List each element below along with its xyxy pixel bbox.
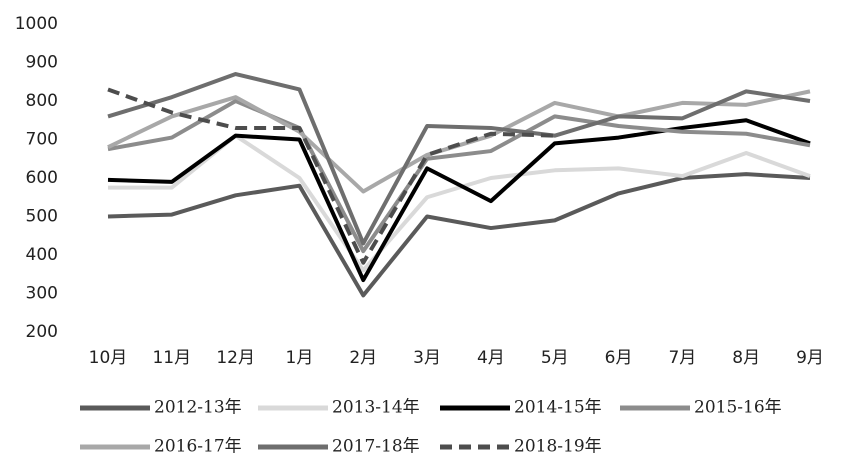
x-tick-label: 12月: [216, 348, 255, 368]
y-tick-label: 600: [26, 168, 58, 188]
series-line: [107, 172, 811, 298]
x-tick-label: 3月: [413, 348, 441, 368]
y-tick-label: 200: [26, 322, 58, 342]
legend-label: 2016-17年: [154, 437, 242, 457]
x-tick-label: 5月: [541, 348, 569, 368]
x-tick-label: 6月: [605, 348, 633, 368]
series-line: [107, 87, 555, 265]
x-tick-label: 9月: [796, 348, 824, 368]
y-tick-label: 900: [26, 53, 58, 73]
legend-label: 2013-14年: [332, 398, 420, 418]
y-tick-label: 700: [26, 130, 58, 150]
series-line: [107, 72, 811, 246]
series-line: [107, 118, 811, 283]
legend-label: 2018-19年: [514, 437, 602, 457]
x-tick-label: 7月: [668, 348, 696, 368]
y-tick-label: 500: [26, 207, 58, 227]
x-tick-label: 2月: [349, 348, 377, 368]
y-tick-label: 300: [26, 284, 58, 304]
x-tick-label: 4月: [477, 348, 505, 368]
x-tick-label: 1月: [286, 348, 314, 368]
series-line: [107, 99, 811, 254]
legend-label: 2014-15年: [514, 398, 602, 418]
legend-label: 2017-18年: [332, 437, 420, 457]
y-tick-label: 400: [26, 245, 58, 265]
x-tick-label: 8月: [732, 348, 760, 368]
legend-label: 2012-13年: [154, 398, 242, 418]
y-tick-label: 800: [26, 91, 58, 111]
legend-label: 2015-16年: [694, 398, 782, 418]
x-tick-label: 11月: [152, 348, 191, 368]
x-tick-label: 10月: [89, 348, 128, 368]
y-tick-label: 1000: [15, 14, 58, 34]
